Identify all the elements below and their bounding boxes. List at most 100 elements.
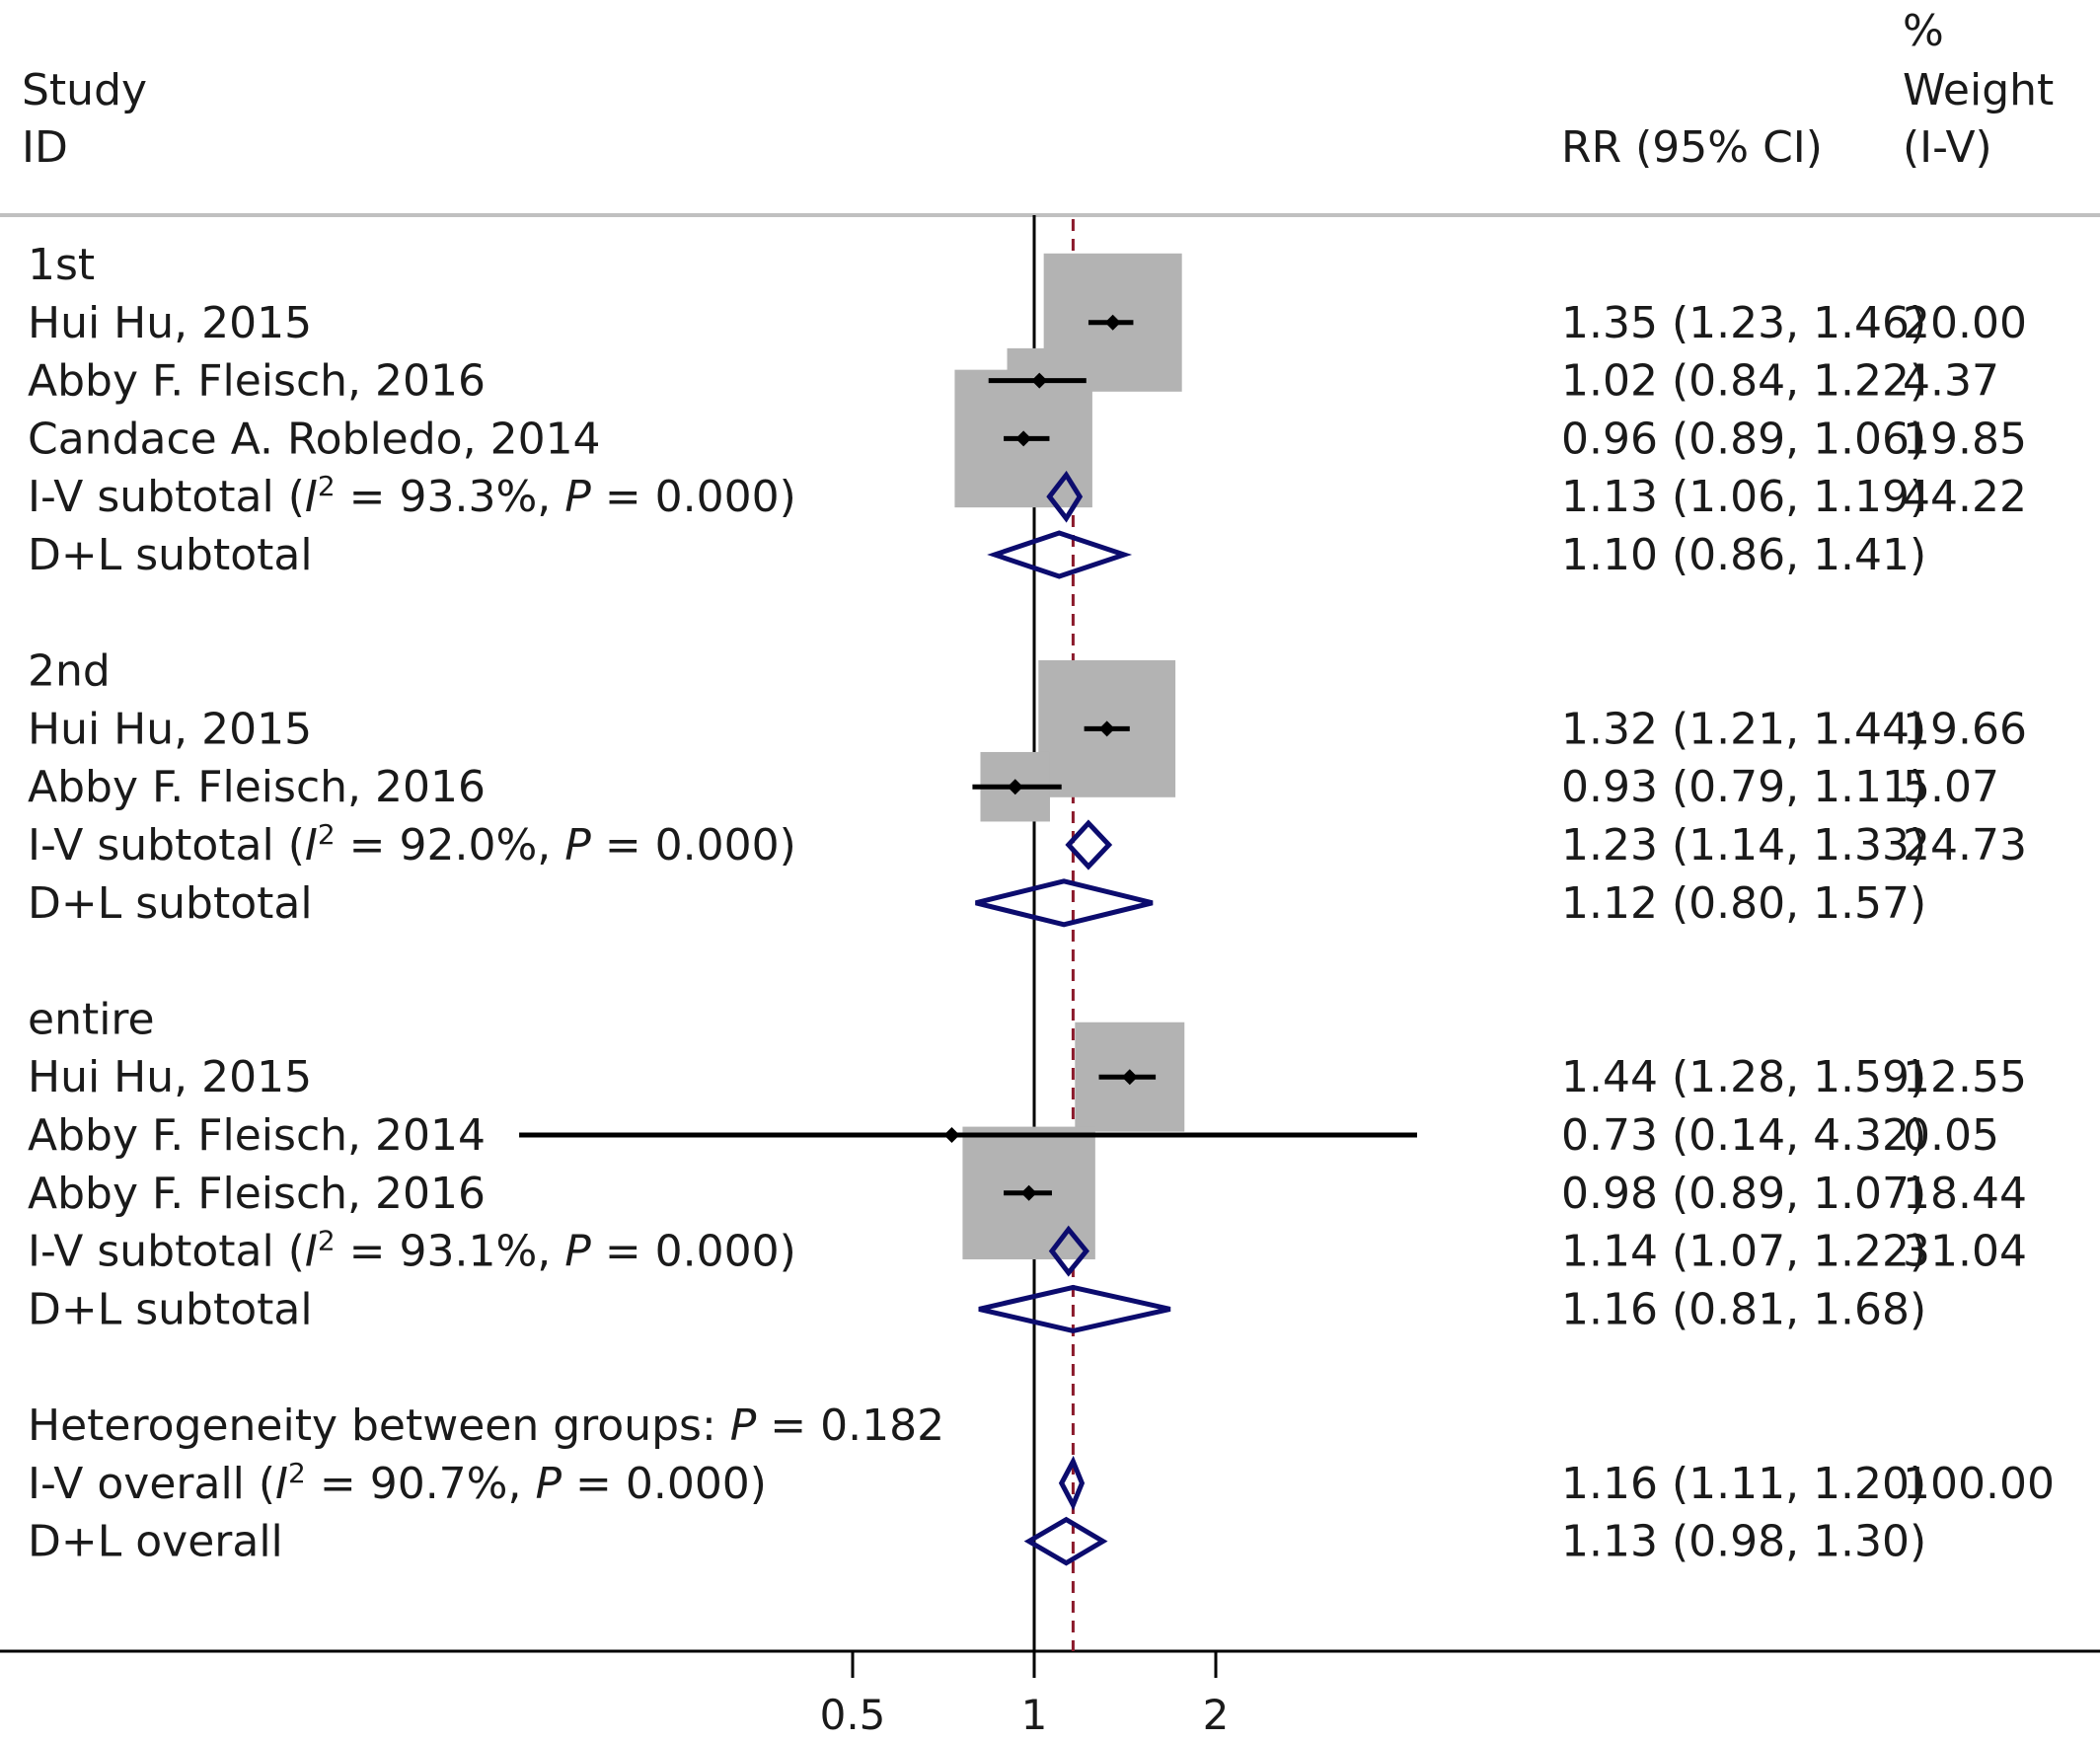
label-fragment: 2 <box>288 1457 306 1489</box>
effect-text: 0.73 (0.14, 4.32) <box>1561 1110 1926 1161</box>
row-label-het: Heterogeneity between groups: P = 0.182 <box>28 1400 944 1451</box>
label-fragment: = 92.0%, <box>336 820 565 870</box>
label-fragment: P <box>535 1459 562 1509</box>
point-estimate <box>1104 314 1121 331</box>
effect-text: 1.16 (0.81, 1.68) <box>1561 1284 1926 1334</box>
label-fragment: I-V subtotal ( <box>28 472 305 522</box>
x-tick-label: 0.5 <box>820 1691 886 1739</box>
header-effect: RR (95% CI) <box>1561 122 1823 173</box>
x-tick-label: 1 <box>1021 1691 1048 1739</box>
weight-text: 20.00 <box>1903 298 2027 348</box>
row-label-study: Abby F. Fleisch, 2016 <box>28 1169 486 1219</box>
point-estimate <box>943 1127 960 1143</box>
effect-text: 0.98 (0.89, 1.07) <box>1561 1169 1926 1219</box>
point-estimate <box>1015 430 1032 447</box>
label-fragment: I-V subtotal ( <box>28 820 305 870</box>
weight-text: 18.44 <box>1903 1169 2027 1219</box>
effect-text: 1.32 (1.21, 1.44) <box>1561 704 1926 754</box>
weight-text: 0.05 <box>1903 1110 1999 1161</box>
label-fragment: = 93.3%, <box>336 472 565 522</box>
effect-text: 1.23 (1.14, 1.33) <box>1561 820 1926 870</box>
label-fragment: I <box>305 1227 318 1277</box>
label-fragment: P <box>730 1400 757 1451</box>
row-label-group: 1st <box>28 240 95 290</box>
pooled-diamond <box>975 878 1154 928</box>
effect-text: 1.44 (1.28, 1.59) <box>1561 1052 1926 1102</box>
pooled-diamond <box>1058 1455 1086 1511</box>
weight-text: 4.37 <box>1903 356 1999 407</box>
row-label-dl: D+L overall <box>28 1517 283 1567</box>
label-fragment: = 93.1%, <box>336 1227 565 1277</box>
weight-column: 20.00 4.37 19.85 44.22 19.66 5.07 24.73 12.55 0.… <box>1903 298 2055 1509</box>
label-fragment: Heterogeneity between groups: <box>28 1400 730 1451</box>
row-label-iv: I-V subtotal (I2 = 92.0%, P = 0.000) <box>28 818 796 870</box>
row-label-study: Abby F. Fleisch, 2016 <box>28 762 486 812</box>
label-fragment: I <box>305 472 318 522</box>
label-fragment: 2 <box>318 1225 336 1257</box>
label-fragment: P <box>564 1227 591 1277</box>
x-tick-label: 2 <box>1203 1691 1230 1739</box>
label-fragment: = 90.7%, <box>306 1459 536 1509</box>
row-label-iv: I-V subtotal (I2 = 93.1%, P = 0.000) <box>28 1225 796 1277</box>
label-fragment: P <box>564 820 591 870</box>
label-fragment: = 0.000) <box>591 472 796 522</box>
effect-text: 1.35 (1.23, 1.46) <box>1561 298 1926 348</box>
label-fragment: I <box>305 820 318 870</box>
pooled-diamond <box>1046 470 1084 523</box>
pooled-diamond <box>978 1284 1171 1333</box>
weight-text: 5.07 <box>1903 762 1999 812</box>
label-fragment: 2 <box>318 470 336 502</box>
row-label-group: 2nd <box>28 646 111 697</box>
weight-text: 100.00 <box>1903 1459 2055 1509</box>
point-estimate <box>1007 779 1023 795</box>
point-estimate <box>1121 1069 1138 1086</box>
row-label-iv: I-V overall (I2 = 90.7%, P = 0.000) <box>28 1457 767 1509</box>
effect-text: 1.12 (0.80, 1.57) <box>1561 878 1926 929</box>
diamonds <box>975 470 1171 1566</box>
label-fragment: I <box>275 1459 288 1509</box>
row-label-study: Hui Hu, 2015 <box>28 704 312 754</box>
header-weight-percent: % <box>1903 6 1944 56</box>
effect-text: 0.96 (0.89, 1.06) <box>1561 414 1926 464</box>
label-fragment: = 0.000) <box>562 1459 767 1509</box>
pooled-diamond <box>1048 1225 1090 1277</box>
header-weight: Weight <box>1903 65 2054 115</box>
effect-text: 1.14 (1.07, 1.22) <box>1561 1227 1926 1277</box>
row-label-dl: D+L subtotal <box>28 1284 313 1334</box>
x-axis: 0.5 1 2 <box>820 1651 1230 1739</box>
weight-text: 24.73 <box>1903 820 2027 870</box>
weight-boxes <box>947 253 1185 1260</box>
row-label-study: Candace A. Robledo, 2014 <box>28 414 601 464</box>
row-labels: 1st Hui Hu, 2015 Abby F. Fleisch, 2016 Cand… <box>28 240 944 1567</box>
row-label-group: entire <box>28 994 155 1044</box>
effect-text: 1.16 (1.11, 1.20) <box>1561 1459 1926 1509</box>
header-weight-method: (I-V) <box>1903 122 1992 173</box>
weight-text: 12.55 <box>1903 1052 2027 1102</box>
row-label-dl: D+L subtotal <box>28 530 313 580</box>
effect-text: 1.13 (0.98, 1.30) <box>1561 1517 1926 1567</box>
pooled-diamond <box>1023 1516 1108 1566</box>
pooled-diamond <box>987 530 1133 579</box>
label-fragment: I-V subtotal ( <box>28 1227 305 1277</box>
weight-text: 44.22 <box>1903 472 2027 522</box>
header-study: Study <box>22 65 147 115</box>
header-id: ID <box>22 122 68 173</box>
label-fragment: 2 <box>318 818 336 851</box>
row-label-study: Abby F. Fleisch, 2014 <box>28 1110 486 1161</box>
row-label-study: Abby F. Fleisch, 2016 <box>28 356 486 407</box>
label-fragment: = 0.182 <box>756 1400 944 1451</box>
effect-text: 0.93 (0.79, 1.11) <box>1561 762 1926 812</box>
row-label-study: Hui Hu, 2015 <box>28 298 312 348</box>
row-label-iv: I-V subtotal (I2 = 93.3%, P = 0.000) <box>28 470 796 522</box>
point-estimate <box>1098 720 1115 737</box>
row-label-dl: D+L subtotal <box>28 878 313 929</box>
weight-text: 31.04 <box>1903 1227 2027 1277</box>
point-estimate <box>1020 1184 1037 1201</box>
row-label-study: Hui Hu, 2015 <box>28 1052 312 1102</box>
label-fragment: I-V overall ( <box>28 1459 275 1509</box>
ci-lines <box>519 314 1417 1201</box>
label-fragment: = 0.000) <box>591 1227 796 1277</box>
effect-text: 1.13 (1.06, 1.19) <box>1561 472 1926 522</box>
effect-text: 1.10 (0.86, 1.41) <box>1561 530 1926 580</box>
